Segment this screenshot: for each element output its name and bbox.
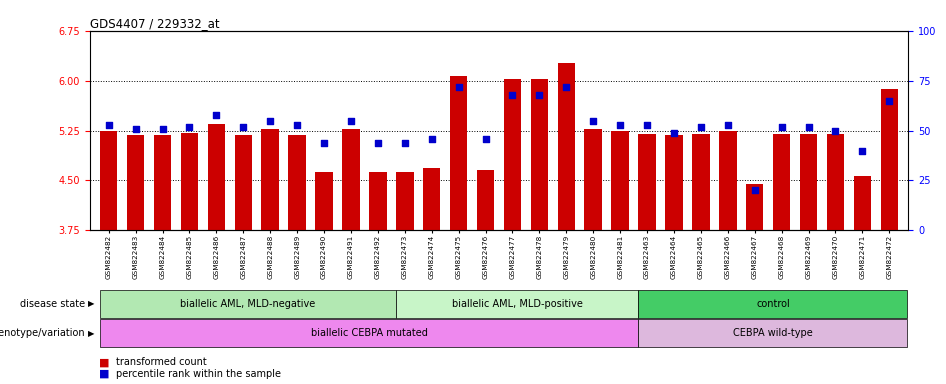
Bar <box>503 79 521 230</box>
Bar <box>881 89 898 230</box>
Point <box>343 118 359 124</box>
Point <box>128 126 143 132</box>
Text: biallelic AML, MLD-positive: biallelic AML, MLD-positive <box>452 299 583 309</box>
Point <box>424 136 439 142</box>
Bar <box>719 131 737 230</box>
Point <box>478 136 493 142</box>
Point <box>613 121 628 127</box>
Text: biallelic AML, MLD-negative: biallelic AML, MLD-negative <box>181 299 316 309</box>
Point <box>882 98 897 104</box>
Text: ■: ■ <box>99 369 110 379</box>
Bar <box>827 134 844 230</box>
Bar <box>692 134 710 230</box>
Text: GDS4407 / 229332_at: GDS4407 / 229332_at <box>90 17 219 30</box>
Bar <box>315 172 333 230</box>
Bar <box>261 129 279 230</box>
Text: disease state: disease state <box>20 299 85 309</box>
Bar <box>342 129 359 230</box>
Point <box>693 124 709 130</box>
Point <box>236 124 251 130</box>
Bar <box>127 135 145 230</box>
Point <box>855 147 870 154</box>
Bar <box>181 132 199 230</box>
Point <box>559 84 574 90</box>
Bar <box>746 184 763 230</box>
Bar <box>853 176 871 230</box>
Bar <box>369 172 387 230</box>
Text: ■: ■ <box>99 358 110 367</box>
Bar <box>100 131 117 230</box>
Bar <box>235 135 252 230</box>
Bar <box>477 170 495 230</box>
Bar <box>423 169 441 230</box>
Point <box>289 121 305 127</box>
Point <box>182 124 197 130</box>
Bar <box>396 172 413 230</box>
Bar <box>799 134 817 230</box>
Text: transformed count: transformed count <box>116 358 207 367</box>
Bar <box>665 135 683 230</box>
Text: percentile rank within the sample: percentile rank within the sample <box>116 369 281 379</box>
Text: ▶: ▶ <box>88 329 95 338</box>
Bar <box>585 129 602 230</box>
Bar <box>557 63 575 230</box>
Bar <box>531 79 548 230</box>
Text: ▶: ▶ <box>88 299 95 308</box>
Point <box>505 91 520 98</box>
Point <box>101 121 116 127</box>
Point <box>397 139 412 146</box>
Point <box>774 124 789 130</box>
Point <box>828 127 843 134</box>
Bar <box>289 135 306 230</box>
Bar <box>450 76 467 230</box>
Text: biallelic CEBPA mutated: biallelic CEBPA mutated <box>310 328 428 338</box>
Bar <box>207 124 225 230</box>
Point <box>155 126 170 132</box>
Point <box>666 129 681 136</box>
Point <box>639 121 655 127</box>
Point <box>263 118 278 124</box>
Point <box>451 84 466 90</box>
Point <box>370 139 385 146</box>
Bar <box>611 131 629 230</box>
Bar <box>639 134 656 230</box>
Bar <box>773 134 791 230</box>
Point <box>747 187 762 194</box>
Point <box>209 111 224 118</box>
Bar <box>154 135 171 230</box>
Text: control: control <box>756 299 790 309</box>
Point <box>720 121 735 127</box>
Point <box>532 91 547 98</box>
Text: genotype/variation: genotype/variation <box>0 328 85 338</box>
Point <box>801 124 816 130</box>
Text: CEBPA wild-type: CEBPA wild-type <box>733 328 813 338</box>
Point <box>317 139 332 146</box>
Point <box>586 118 601 124</box>
